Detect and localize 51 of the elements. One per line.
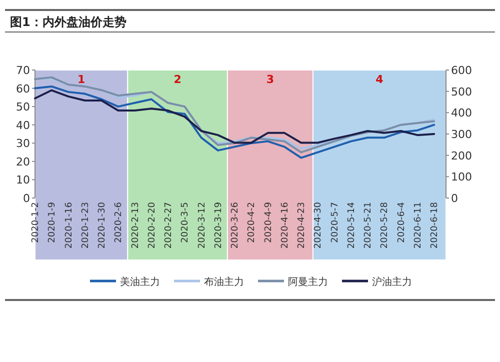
x-tick-label: 2020-1-30 bbox=[98, 202, 108, 249]
x-tick-label: 2020-3-5 bbox=[180, 202, 191, 243]
y-tick-label: 30 bbox=[16, 137, 30, 150]
x-tick-label: 2020-3-26 bbox=[230, 202, 241, 249]
x-tick-label: 2020-6-18 bbox=[430, 202, 440, 249]
x-tick-label: 2020-1-16 bbox=[64, 202, 74, 249]
y2-tick-label: 500 bbox=[451, 85, 472, 98]
line-series bbox=[34, 89, 436, 144]
x-tick-label: 2020-1-9 bbox=[48, 202, 58, 243]
x-tick-label: 2020-5-28 bbox=[380, 202, 390, 249]
band-label: 1 bbox=[78, 73, 86, 86]
x-tick-label: 2020-3-12 bbox=[197, 202, 208, 249]
x-tick-label: 2020-6-11 bbox=[413, 202, 424, 249]
y2-tick-label: 600 bbox=[451, 64, 472, 77]
x-tick-label: 2020-5-14 bbox=[346, 202, 357, 249]
legend-label: 布油主力 bbox=[204, 276, 244, 288]
y-tick-label: 60 bbox=[16, 82, 30, 96]
band-label: 3 bbox=[266, 73, 274, 86]
x-tick-label: 2020-4-30 bbox=[314, 202, 324, 249]
x-tick-label: 2020-2-13 bbox=[130, 202, 141, 249]
line-series bbox=[34, 85, 436, 159]
x-tick-label: 2020-2-20 bbox=[147, 202, 158, 249]
y2-tick-label: 400 bbox=[451, 106, 472, 120]
legend-label: 沪油主力 bbox=[372, 276, 412, 288]
y-tick-label: 50 bbox=[16, 100, 30, 114]
x-tick-label: 2020-2-6 bbox=[114, 202, 124, 243]
band-label: 4 bbox=[376, 73, 384, 86]
y2-tick-label: 0 bbox=[451, 192, 458, 205]
y2-tick-label: 100 bbox=[451, 170, 472, 184]
x-tick-label: 2020-4-16 bbox=[280, 202, 290, 249]
y-tick-label: 10 bbox=[16, 174, 30, 187]
x-tick-label: 2020-4-9 bbox=[264, 202, 274, 243]
y-tick-label: 70 bbox=[16, 64, 30, 77]
y-tick-label: 0 bbox=[23, 192, 30, 205]
chart-title: 图1：内外盘油价走势 bbox=[10, 15, 126, 29]
x-tick-label: 2020-4-2 bbox=[247, 202, 258, 243]
band-label: 2 bbox=[174, 73, 182, 86]
y-tick-label: 40 bbox=[16, 118, 30, 132]
y-tick-label: 20 bbox=[16, 155, 30, 168]
legend-label: 美油主力 bbox=[120, 276, 160, 288]
x-tick-label: 2020-1-2 bbox=[31, 202, 41, 243]
x-tick-label: 2020-4-23 bbox=[297, 202, 308, 249]
x-tick-label: 2020-3-19 bbox=[214, 202, 224, 249]
x-tick-label: 2020-5-21 bbox=[364, 202, 374, 249]
x-tick-label: 2020-6-4 bbox=[396, 202, 407, 243]
x-tick-label: 2020-1-23 bbox=[80, 202, 91, 249]
y2-tick-label: 200 bbox=[451, 149, 472, 162]
y2-tick-label: 300 bbox=[451, 128, 472, 141]
x-tick-label: 2020-5-7 bbox=[330, 202, 340, 243]
legend-label: 阿曼主力 bbox=[288, 276, 328, 288]
x-tick-label: 2020-2-27 bbox=[164, 202, 174, 249]
